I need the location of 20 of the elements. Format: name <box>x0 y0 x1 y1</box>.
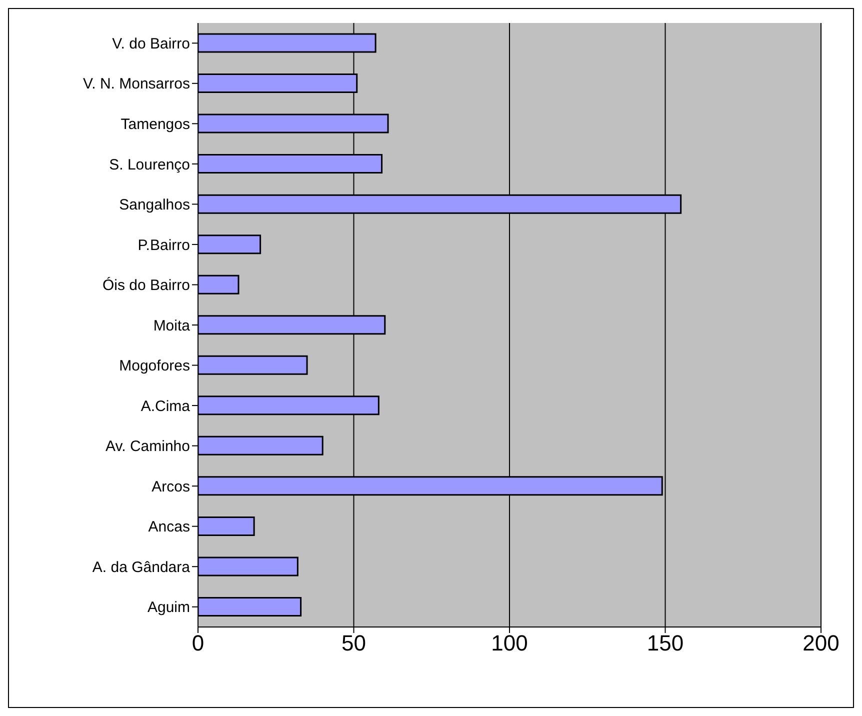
y-tick-label: Aguim <box>147 599 190 616</box>
x-tick-label: 150 <box>646 630 684 656</box>
x-tick-label: 50 <box>342 630 366 656</box>
y-tick-label: A. da Gândara <box>92 558 191 576</box>
y-tick-label: Tamengos <box>120 116 190 133</box>
x-tick-label: 100 <box>491 630 528 656</box>
y-tick-label: S. Lourenço <box>109 156 190 174</box>
y-tick-label: V. N. Monsarros <box>83 76 190 93</box>
x-tick-label: 0 <box>192 630 204 656</box>
y-tick-label: Óis do Bairro <box>102 276 190 294</box>
y-tick-label: Av. Caminho <box>106 438 190 456</box>
y-tick-label: A.Cima <box>140 398 191 415</box>
y-tick-label: Ancas <box>148 518 190 536</box>
y-tick-label: Sangalhos <box>119 196 190 214</box>
y-tick-label: Moita <box>153 317 191 334</box>
y-tick-label: P.Bairro <box>138 236 190 254</box>
y-tick-label: V. do Bairro <box>112 35 190 52</box>
y-tick-label: Arcos <box>152 478 190 496</box>
y-tick-label: Mogofores <box>119 358 190 375</box>
x-tick-label: 200 <box>802 630 840 656</box>
